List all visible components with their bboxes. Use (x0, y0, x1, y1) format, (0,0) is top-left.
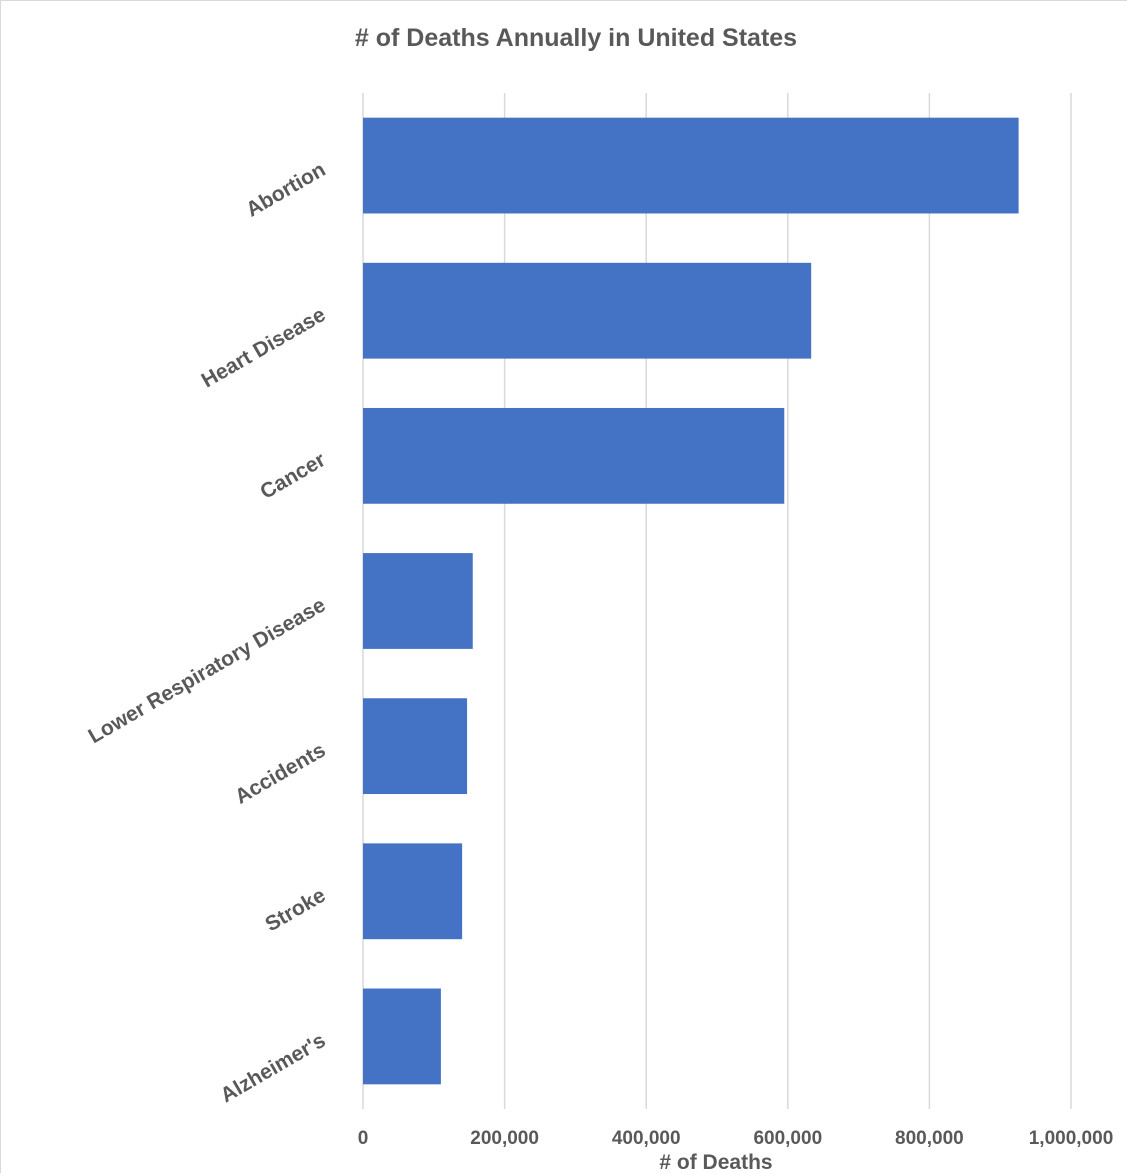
x-tick-label: 200,000 (470, 1128, 539, 1149)
bar (363, 988, 441, 1085)
x-axis-title: # of Deaths (659, 1151, 772, 1174)
bar (363, 553, 473, 649)
category-label: Heart Disease (198, 303, 330, 392)
category-labels: Abortion Heart Disease Cancer Lower Respira… (84, 158, 329, 1107)
x-tick-label: 1,000,000 (1029, 1128, 1114, 1149)
bar (363, 117, 1019, 214)
bar (363, 262, 812, 359)
category-label: Accidents (231, 739, 329, 809)
category-label: Stroke (261, 884, 329, 937)
gridlines (362, 93, 1072, 1109)
x-tick-label: 800,000 (895, 1128, 964, 1149)
x-tick-label: 600,000 (753, 1128, 822, 1149)
category-label: Lower Respiratory Disease (84, 593, 329, 748)
bar (363, 843, 463, 940)
x-tick-labels: 0 200,000 400,000 600,000 800,000 1,000,000 (358, 1128, 1114, 1149)
bar (363, 407, 785, 504)
category-label: Abortion (242, 158, 329, 222)
x-tick-label: 400,000 (612, 1128, 681, 1149)
chart-title: # of Deaths Annually in United States (355, 24, 797, 52)
category-label: Cancer (256, 448, 329, 504)
bar (363, 698, 468, 795)
x-tick-label: 0 (358, 1128, 369, 1149)
category-label: Alzheimer's (217, 1029, 330, 1107)
bars (363, 117, 1019, 1085)
